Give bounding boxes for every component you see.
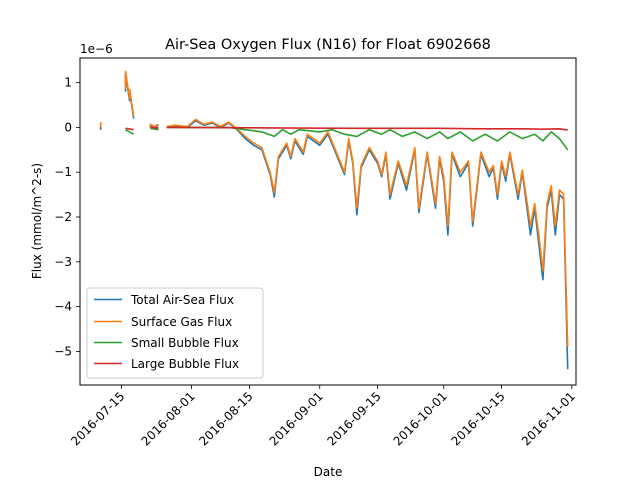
legend-item: Total Air-Sea Flux: [94, 293, 234, 307]
y-offset-label: 1e−6: [80, 42, 113, 56]
y-tick-label: −2: [54, 210, 72, 224]
legend-label-large-bubble: Large Bubble Flux: [131, 357, 239, 371]
y-tick-label: −4: [54, 300, 72, 314]
chart-title: Air-Sea Oxygen Flux (N16) for Float 6902…: [165, 37, 491, 53]
legend-item: Small Bubble Flux: [94, 336, 239, 350]
y-tick-label: −5: [54, 344, 72, 358]
y-axis-label: Flux (mmol/m^2-s): [30, 163, 44, 279]
y-tick-label: −3: [54, 255, 72, 269]
legend-item: Large Bubble Flux: [94, 357, 239, 371]
y-axis: 1 0 −1 −2 −3 −4 −5: [54, 76, 80, 358]
x-axis-label: Date: [314, 465, 343, 479]
legend-label-small-bubble: Small Bubble Flux: [131, 336, 239, 350]
legend-item: Surface Gas Flux: [94, 315, 232, 329]
series-lines: [99, 70, 569, 370]
legend-label-total: Total Air-Sea Flux: [130, 293, 234, 307]
y-tick-label: −1: [54, 165, 72, 179]
y-tick-label: 1: [64, 76, 72, 90]
series-line-3: [99, 126, 568, 131]
series-line-2: [99, 126, 569, 151]
legend-label-surface: Surface Gas Flux: [131, 315, 232, 329]
y-tick-label: 0: [64, 120, 72, 134]
series-line-1: [99, 70, 569, 347]
legend: Total Air-Sea Flux Surface Gas Flux Smal…: [86, 287, 264, 379]
legend-frame: [86, 287, 264, 379]
plot-frame: [79, 57, 577, 386]
